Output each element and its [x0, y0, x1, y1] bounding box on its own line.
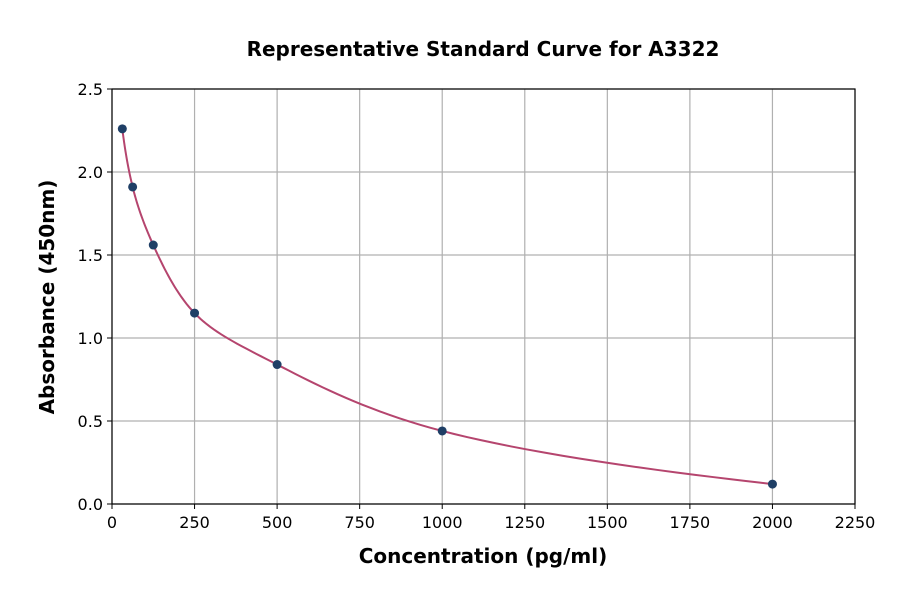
chart-title: Representative Standard Curve for A3322 [247, 37, 720, 61]
data-point [767, 479, 777, 489]
y-tick-label: 1.5 [78, 246, 103, 265]
x-tick-label: 250 [179, 513, 210, 532]
x-tick-label: 1750 [670, 513, 711, 532]
data-point [148, 240, 158, 250]
y-tick-label: 0.0 [78, 495, 103, 514]
y-axis-label: Absorbance (450nm) [35, 180, 59, 415]
x-tick-label: 0 [107, 513, 117, 532]
x-tick-label: 1250 [504, 513, 545, 532]
data-point [128, 182, 138, 192]
ticks: 0 250 500 750 1000 1250 1500 1750 2000 2250 0.0 0.5… [78, 80, 876, 532]
y-tick-label: 1.0 [78, 329, 103, 348]
x-tick-label: 1000 [422, 513, 463, 532]
x-tick-label: 2250 [835, 513, 876, 532]
data-points [117, 124, 777, 489]
plot-frame [111, 88, 856, 505]
data-point [190, 308, 200, 318]
x-tick-label: 1500 [587, 513, 628, 532]
data-point [117, 124, 127, 134]
data-point [272, 360, 282, 370]
x-axis-label: Concentration (pg/ml) [359, 544, 608, 568]
data-point [437, 426, 447, 436]
y-tick-label: 2.0 [78, 163, 103, 182]
y-tick-label: 0.5 [78, 412, 103, 431]
x-tick-label: 2000 [752, 513, 793, 532]
x-tick-label: 750 [344, 513, 375, 532]
fit-curve [121, 128, 773, 486]
x-tick-label: 500 [262, 513, 293, 532]
y-tick-label: 2.5 [78, 80, 103, 99]
grid [111, 88, 856, 505]
